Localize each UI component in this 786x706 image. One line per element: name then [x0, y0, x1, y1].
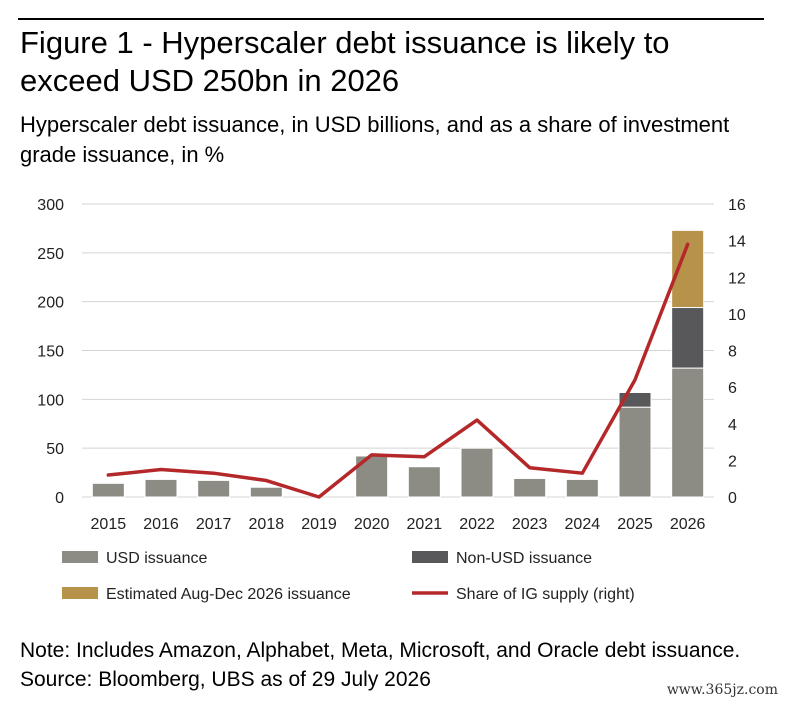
right-tick-label: 14 [728, 234, 746, 251]
legend-swatch [62, 587, 98, 599]
bar-segment [144, 478, 178, 498]
right-tick-label: 0 [728, 490, 737, 507]
watermark: www.365jz.com [666, 682, 778, 698]
legend-label: USD issuance [106, 550, 207, 567]
x-tick-label: 2016 [143, 516, 179, 533]
right-tick-label: 8 [728, 344, 737, 361]
figure-title: Figure 1 - Hyperscaler debt issuance is … [20, 25, 670, 98]
right-tick-label: 10 [728, 307, 746, 324]
right-axis-ticks: 0 2 4 6 8 10 12 14 16 [728, 197, 746, 507]
left-tick-label: 200 [37, 295, 64, 312]
legend-swatch [412, 551, 448, 563]
x-tick-label: 2025 [617, 516, 653, 533]
x-axis-ticks: 2015 2016 2017 2018 2019 2020 2021 2022 2023 2024… [91, 516, 706, 533]
bar-segment [671, 307, 705, 369]
bar-segment [565, 478, 599, 498]
x-tick-label: 2015 [91, 516, 127, 533]
x-tick-label: 2022 [459, 516, 495, 533]
bar-segment [513, 477, 547, 498]
bar-segment [407, 466, 441, 498]
legend-label: Share of IG supply (right) [456, 586, 635, 603]
x-tick-label: 2021 [407, 516, 443, 533]
x-tick-label: 2020 [354, 516, 390, 533]
left-tick-label: 300 [37, 197, 64, 214]
left-axis-ticks: 0 50 100 150 200 250 300 [37, 197, 64, 507]
bar-segment [671, 367, 705, 498]
x-tick-label: 2018 [249, 516, 285, 533]
right-tick-label: 6 [728, 380, 737, 397]
right-tick-label: 16 [728, 197, 746, 214]
figure-subtitle: Hyperscaler debt issuance, in USD billio… [20, 112, 730, 167]
share-line [106, 242, 690, 499]
legend-label: Estimated Aug-Dec 2026 issuance [106, 586, 351, 603]
bar-segment [618, 406, 652, 498]
source-note: Note: Includes Amazon, Alphabet, Meta, M… [20, 639, 741, 691]
bar-segment [249, 486, 283, 498]
left-tick-label: 0 [55, 490, 64, 507]
left-tick-label: 50 [46, 441, 64, 458]
legend: USD issuance Non-USD issuance Estimated Au… [62, 550, 635, 603]
x-tick-label: 2026 [670, 516, 706, 533]
gridlines [82, 203, 714, 498]
x-tick-label: 2017 [196, 516, 232, 533]
right-tick-label: 4 [728, 417, 737, 434]
x-tick-label: 2023 [512, 516, 548, 533]
top-rule [18, 18, 764, 20]
left-tick-label: 150 [37, 344, 64, 361]
x-tick-label: 2019 [301, 516, 337, 533]
legend-swatch [62, 551, 98, 563]
left-tick-label: 100 [37, 392, 64, 409]
right-tick-label: 2 [728, 453, 737, 470]
share-line-path [106, 242, 690, 499]
legend-label: Non-USD issuance [456, 550, 592, 567]
bar-segment [197, 479, 231, 498]
left-tick-label: 250 [37, 246, 64, 263]
x-tick-label: 2024 [565, 516, 601, 533]
bar-segment [91, 482, 125, 498]
bar-segment [460, 447, 494, 498]
right-tick-label: 12 [728, 270, 746, 287]
